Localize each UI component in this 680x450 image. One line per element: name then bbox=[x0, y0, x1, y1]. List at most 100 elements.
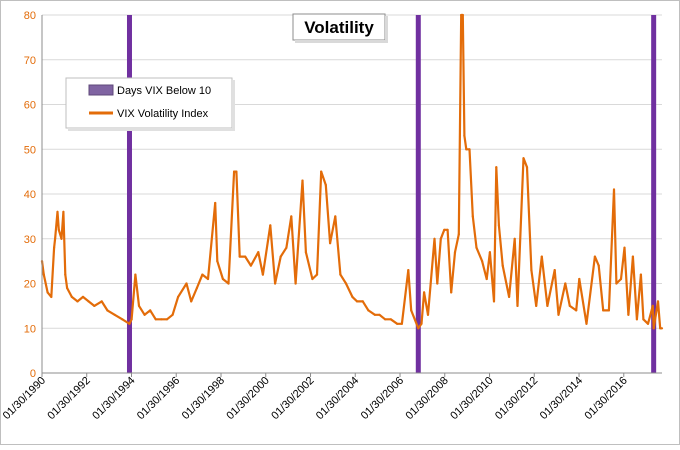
chart-title-box: Volatility bbox=[292, 13, 388, 43]
vix-data-point bbox=[137, 304, 141, 307]
vix-data-point bbox=[100, 300, 103, 303]
vix-data-point bbox=[553, 269, 556, 272]
vix-data-point bbox=[206, 277, 210, 281]
below-10-band bbox=[415, 15, 421, 373]
vix-data-point bbox=[160, 318, 163, 321]
vix-line-layer bbox=[40, 13, 664, 330]
vix-data-point bbox=[195, 286, 198, 290]
vix-data-point bbox=[214, 201, 217, 205]
vix-data-point bbox=[384, 318, 387, 321]
gridlines bbox=[42, 14, 662, 329]
below-10-band bbox=[651, 15, 657, 373]
vix-data-point bbox=[304, 251, 307, 254]
vix-data-point bbox=[81, 295, 85, 298]
vix-data-point bbox=[361, 300, 364, 303]
vix-data-point bbox=[233, 170, 236, 173]
vix-data-point bbox=[373, 313, 376, 316]
vix-data-point bbox=[190, 300, 193, 303]
vix-data-point bbox=[607, 309, 611, 312]
vix-data-point bbox=[651, 304, 654, 307]
vix-data-point bbox=[578, 277, 581, 281]
vix-data-point bbox=[593, 255, 597, 258]
vix-data-point bbox=[436, 282, 439, 285]
vix-data-point bbox=[106, 309, 109, 312]
vix-data-point bbox=[443, 228, 446, 231]
vix-data-point bbox=[433, 237, 436, 240]
y-tick-label: 40 bbox=[24, 189, 36, 201]
vix-data-point bbox=[290, 215, 293, 218]
vix-data-point bbox=[623, 246, 626, 249]
vix-data-point bbox=[201, 273, 204, 276]
vix-data-point bbox=[367, 309, 370, 312]
vix-data-point bbox=[481, 260, 484, 263]
vix-data-point bbox=[274, 282, 277, 285]
vix-data-point bbox=[646, 322, 650, 325]
vix-data-point bbox=[540, 255, 543, 258]
vix-data-point bbox=[535, 304, 538, 307]
vix-data-point bbox=[121, 318, 124, 321]
vix-data-point bbox=[612, 188, 616, 191]
vix-data-point bbox=[46, 291, 49, 294]
vix-data-point bbox=[492, 300, 496, 303]
vix-data-point bbox=[575, 309, 578, 312]
vix-data-point bbox=[60, 237, 63, 240]
vix-data-point bbox=[244, 255, 247, 258]
vix-data-point bbox=[315, 273, 319, 276]
vix-data-point bbox=[417, 327, 420, 330]
vix-data-point bbox=[53, 246, 56, 249]
vix-data-point bbox=[134, 273, 137, 276]
vix-data-point bbox=[378, 313, 381, 316]
vix-data-point bbox=[235, 170, 238, 173]
vix-data-point bbox=[165, 318, 169, 321]
vix-data-point bbox=[351, 295, 354, 298]
vix-data-point bbox=[530, 269, 533, 272]
vix-data-point bbox=[294, 282, 297, 285]
vix-data-point bbox=[557, 313, 560, 316]
y-tick-label: 20 bbox=[24, 279, 36, 291]
vix-data-point bbox=[568, 304, 571, 307]
vix-data-point bbox=[659, 327, 662, 330]
vix-data-point bbox=[546, 304, 549, 307]
y-tick-label: 80 bbox=[24, 10, 36, 22]
vix-data-point bbox=[66, 286, 69, 290]
vix-data-point bbox=[143, 313, 146, 316]
vix-data-point bbox=[471, 215, 474, 218]
y-tick-label: 0 bbox=[30, 368, 36, 380]
vix-data-point bbox=[227, 282, 230, 285]
vix-data-point bbox=[488, 251, 491, 254]
vix-data-point bbox=[639, 273, 643, 276]
vix-data-point bbox=[465, 148, 468, 151]
vix-data-point bbox=[495, 166, 498, 169]
vix-data-point bbox=[389, 318, 392, 321]
vix-data-point bbox=[457, 233, 460, 236]
vix-data-point bbox=[420, 322, 423, 325]
vix-data-point bbox=[619, 277, 623, 281]
vix-data-point bbox=[597, 264, 600, 267]
vix-data-point bbox=[516, 304, 519, 307]
vix-data-point bbox=[396, 322, 399, 325]
vix-data-point bbox=[87, 300, 90, 303]
vix-data-point bbox=[154, 318, 157, 321]
vix-data-point bbox=[113, 313, 116, 316]
vix-data-point bbox=[149, 309, 152, 312]
vix-data-point bbox=[279, 255, 282, 258]
vix-data-point bbox=[485, 277, 488, 281]
vix-data-point bbox=[42, 273, 45, 276]
vix-data-point bbox=[76, 300, 79, 303]
vix-data-point bbox=[269, 224, 272, 227]
vix-data-point bbox=[249, 264, 252, 267]
vix-data-point bbox=[450, 291, 453, 294]
vix-data-point bbox=[56, 210, 59, 213]
legend-swatch-below-10 bbox=[88, 84, 114, 96]
vix-data-point bbox=[344, 282, 348, 285]
vix-data-point bbox=[463, 134, 466, 137]
vix-data-point bbox=[70, 295, 73, 298]
vix-data-point bbox=[439, 237, 442, 240]
vix-data-point bbox=[656, 300, 660, 303]
y-tick-label: 50 bbox=[24, 144, 36, 156]
vix-data-point bbox=[301, 179, 304, 182]
vix-data-point bbox=[497, 224, 500, 227]
legend: Days VIX Below 10 VIX Volatility Index bbox=[65, 77, 235, 131]
below-10-bands bbox=[126, 15, 657, 373]
